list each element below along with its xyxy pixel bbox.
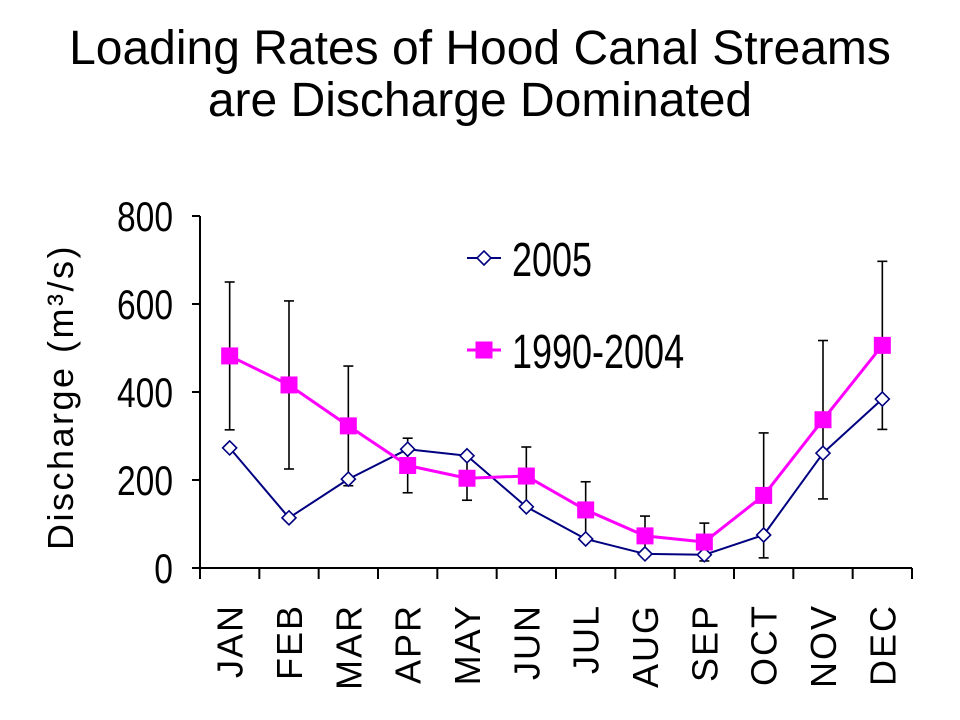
y-tick-label-wrap-800: 800 [117,195,173,241]
x-tick-label-nov: NOV [803,604,844,688]
y-axis: 0 200 400 600 800 [117,195,201,593]
legend-label-wrap-1990-2004: 1990-2004 [512,325,684,378]
point-2005-apr [399,441,416,458]
point-1990-2004-aug [636,527,654,545]
x-tick-label-aug: AUG [625,604,666,688]
point-2005-mar [340,470,357,488]
chart-title: Loading Rates of Hood Canal Streams are … [69,22,891,127]
chart-title-line-1: Loading Rates of Hood Canal Streams [69,22,891,75]
y-tick-label-wrap-600: 600 [117,283,173,329]
point-2005-dec [874,390,891,408]
point-1990-2004-jun [517,467,535,485]
series-2005 [221,390,891,563]
series-line-1990-2004 [229,344,884,544]
x-tick-label-sep: SEP [684,604,725,682]
y-tick-label-wrap-200: 200 [117,459,173,505]
point-1990-2004-oct [755,486,773,504]
y-tick-label-wrap-0: 0 [154,547,173,593]
point-1990-2004-jul [577,501,595,519]
point-2005-nov [814,445,832,462]
data-series [221,336,891,563]
chart-title-line-2: are Discharge Dominated [208,74,752,127]
x-tick-label-jan: JAN [210,604,251,678]
x-axis: JAN FEB MAR APR MAY JUN JUL AUG SEP OCT NOV DEC [199,567,913,690]
point-1990-2004-sep [695,533,713,551]
x-tick-label-dec: DEC [862,604,903,686]
point-1990-2004-may [458,469,476,487]
legend-label-1990-2004: 1990-2004 [512,325,684,378]
series-line-2005 [228,398,884,556]
point-2005-jan [221,439,238,457]
x-tick-label-apr: APR [388,604,429,684]
x-tick-label-jun: JUN [506,604,547,680]
point-2005-sep [696,546,713,563]
x-tick-label-mar: MAR [328,604,369,690]
series-1990-2004 [221,336,891,551]
y-axis-label: Discharge (m³/s) [40,244,81,550]
y-tick-label-wrap-400: 400 [117,371,173,417]
legend-entry-1990-2004: 1990-2004 [467,325,684,378]
legend: 2005 1990-2004 [467,233,684,378]
y-tick-label-800: 800 [117,195,173,241]
x-tick-label-feb: FEB [269,604,310,680]
point-1990-2004-nov [814,411,832,429]
point-1990-2004-apr [399,456,417,474]
legend-marker-1990-2004 [475,341,493,359]
point-1990-2004-feb [280,376,298,394]
point-2005-jul [577,530,594,548]
point-1990-2004-jan [221,347,239,365]
legend-label-2005: 2005 [512,233,592,286]
point-1990-2004-dec [873,336,891,354]
y-tick-label-0: 0 [154,547,173,593]
legend-label-wrap-2005: 2005 [512,233,592,286]
legend-entry-2005: 2005 [467,233,592,286]
y-tick-label-600: 600 [117,283,173,329]
x-tick-label-may: MAY [447,604,488,685]
x-tick-label-jul: JUL [566,604,607,674]
point-2005-oct [755,526,772,544]
x-tick-label-oct: OCT [744,604,785,686]
y-tick-label-200: 200 [117,459,173,505]
point-2005-aug [636,545,654,563]
point-2005-jun [518,498,535,515]
legend-marker-2005 [475,249,493,267]
point-2005-may [458,447,476,464]
point-1990-2004-mar [339,417,357,435]
point-2005-feb [280,509,298,526]
y-tick-label-400: 400 [117,371,173,417]
